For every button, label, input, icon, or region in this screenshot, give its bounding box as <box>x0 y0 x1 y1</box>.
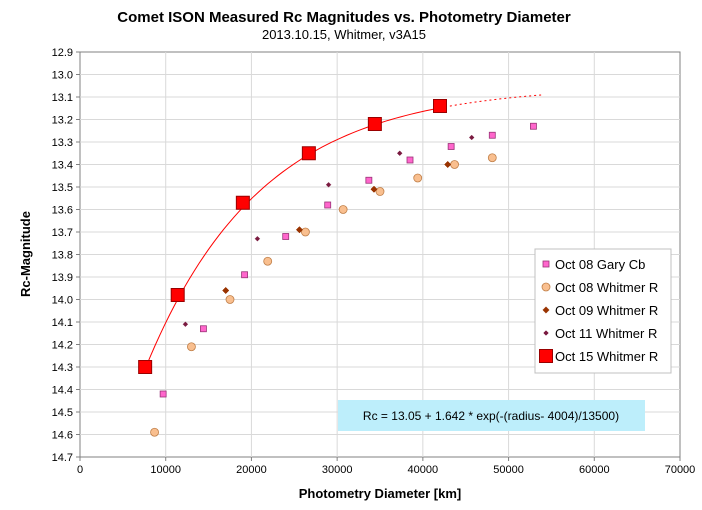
legend-label: Oct 09 Whitmer R <box>555 303 658 318</box>
fit-equation-background <box>338 400 645 431</box>
x-tick-label: 0 <box>77 464 83 476</box>
data-point <box>433 99 447 113</box>
data-point <box>138 360 153 374</box>
data-point <box>254 235 261 242</box>
data-point <box>324 201 332 209</box>
data-point <box>301 146 316 161</box>
x-axis-label: Photometry Diameter [km] <box>299 486 462 501</box>
fit-equation: Rc = 13.05 + 1.642 * exp(-(radius- 4004)… <box>363 409 619 423</box>
data-point <box>338 205 348 214</box>
data-point <box>487 153 497 163</box>
y-tick-label: 14.4 <box>52 385 73 397</box>
data-point <box>468 134 475 141</box>
series-1 <box>150 153 497 437</box>
y-axis-label: Rc-Magnitude <box>18 211 33 297</box>
y-tick-label: 13.1 <box>52 92 73 104</box>
data-point <box>325 181 332 188</box>
x-tick-label: 70000 <box>665 464 696 476</box>
series-2 <box>222 160 452 295</box>
legend: Oct 08 Gary Cb Oct 08 Whitmer R Oct 09 Whi… <box>534 248 672 374</box>
data-point <box>241 271 248 279</box>
x-tick-label: 50000 <box>493 464 524 476</box>
y-tick-label: 13.3 <box>52 137 73 149</box>
y-tick-label: 13.7 <box>52 227 73 239</box>
data-point <box>295 226 303 234</box>
y-tick-label: 13.8 <box>52 250 73 262</box>
y-tick-label: 14.7 <box>52 452 73 464</box>
legend-label: Oct 08 Gary Cb <box>555 257 645 272</box>
data-point <box>396 150 403 157</box>
legend-marker <box>541 282 551 292</box>
fit-curve-extrapolated <box>439 94 543 109</box>
y-tick-label: 13.4 <box>52 160 73 172</box>
y-tick-label: 14.0 <box>52 295 73 307</box>
x-tick-label: 20000 <box>236 464 267 476</box>
legend-marker <box>543 330 549 336</box>
y-axis-ticks: 12.9 13.0 13.1 13.2 13.3 13.4 13.5 13.6 13.7 13.8… <box>52 47 80 464</box>
legend-marker <box>539 349 553 363</box>
data-point <box>450 160 459 169</box>
data-point <box>406 156 414 164</box>
x-axis-ticks: 0 10000 20000 30000 40000 50000 60000 70000 <box>77 457 695 476</box>
data-point <box>375 187 385 196</box>
data-point <box>263 256 273 266</box>
fit-equation-box: Rc = 13.05 + 1.642 * exp(-(radius- 4004)… <box>338 400 645 431</box>
legend-label: Oct 15 Whitmer R <box>555 349 658 364</box>
x-tick-label: 40000 <box>408 464 439 476</box>
data-point <box>370 185 378 193</box>
chart-subtitle: 2013.10.15, Whitmer, v3A15 <box>262 27 426 42</box>
data-point <box>447 143 455 150</box>
data-point <box>301 227 310 237</box>
legend-box <box>534 248 672 374</box>
y-tick-label: 14.6 <box>52 430 73 442</box>
grid <box>80 52 680 457</box>
legend-label: Oct 11 Whitmer R <box>555 326 657 341</box>
y-tick-label: 13.6 <box>52 205 73 217</box>
data-point <box>225 295 235 304</box>
x-tick-label: 60000 <box>579 464 610 476</box>
data-point <box>182 321 189 328</box>
legend-label: Oct 08 Whitmer R <box>555 280 658 295</box>
fit-curve <box>144 94 543 370</box>
data-points <box>138 99 537 437</box>
data-point <box>170 288 185 302</box>
data-point <box>187 342 196 352</box>
x-tick-label: 10000 <box>150 464 181 476</box>
y-tick-label: 13.5 <box>52 182 73 194</box>
legend-marker <box>542 260 550 268</box>
data-point <box>365 176 373 184</box>
data-point <box>235 195 250 210</box>
y-tick-label: 14.3 <box>52 362 73 374</box>
y-tick-label: 13.2 <box>52 115 73 127</box>
x-tick-label: 30000 <box>322 464 353 476</box>
series-3 <box>182 134 475 328</box>
data-point <box>413 173 423 183</box>
data-point <box>150 427 159 437</box>
data-point <box>444 160 452 169</box>
y-tick-label: 13.9 <box>52 272 73 284</box>
data-point <box>367 117 382 131</box>
data-point <box>200 325 207 333</box>
y-tick-label: 14.5 <box>52 407 73 419</box>
fit-curve-solid <box>144 107 441 370</box>
data-point <box>530 122 537 130</box>
y-tick-label: 13.0 <box>52 70 73 82</box>
chart-title: Comet ISON Measured Rc Magnitudes vs. Ph… <box>117 9 571 26</box>
series-0 <box>159 122 537 398</box>
y-tick-label: 14.2 <box>52 340 73 352</box>
data-point <box>488 131 496 139</box>
data-point <box>222 286 230 295</box>
data-point <box>159 390 167 398</box>
series-4 <box>138 99 447 374</box>
y-tick-label: 12.9 <box>52 47 73 59</box>
legend-marker <box>542 306 550 314</box>
y-tick-label: 14.1 <box>52 317 73 329</box>
data-point <box>282 233 290 240</box>
